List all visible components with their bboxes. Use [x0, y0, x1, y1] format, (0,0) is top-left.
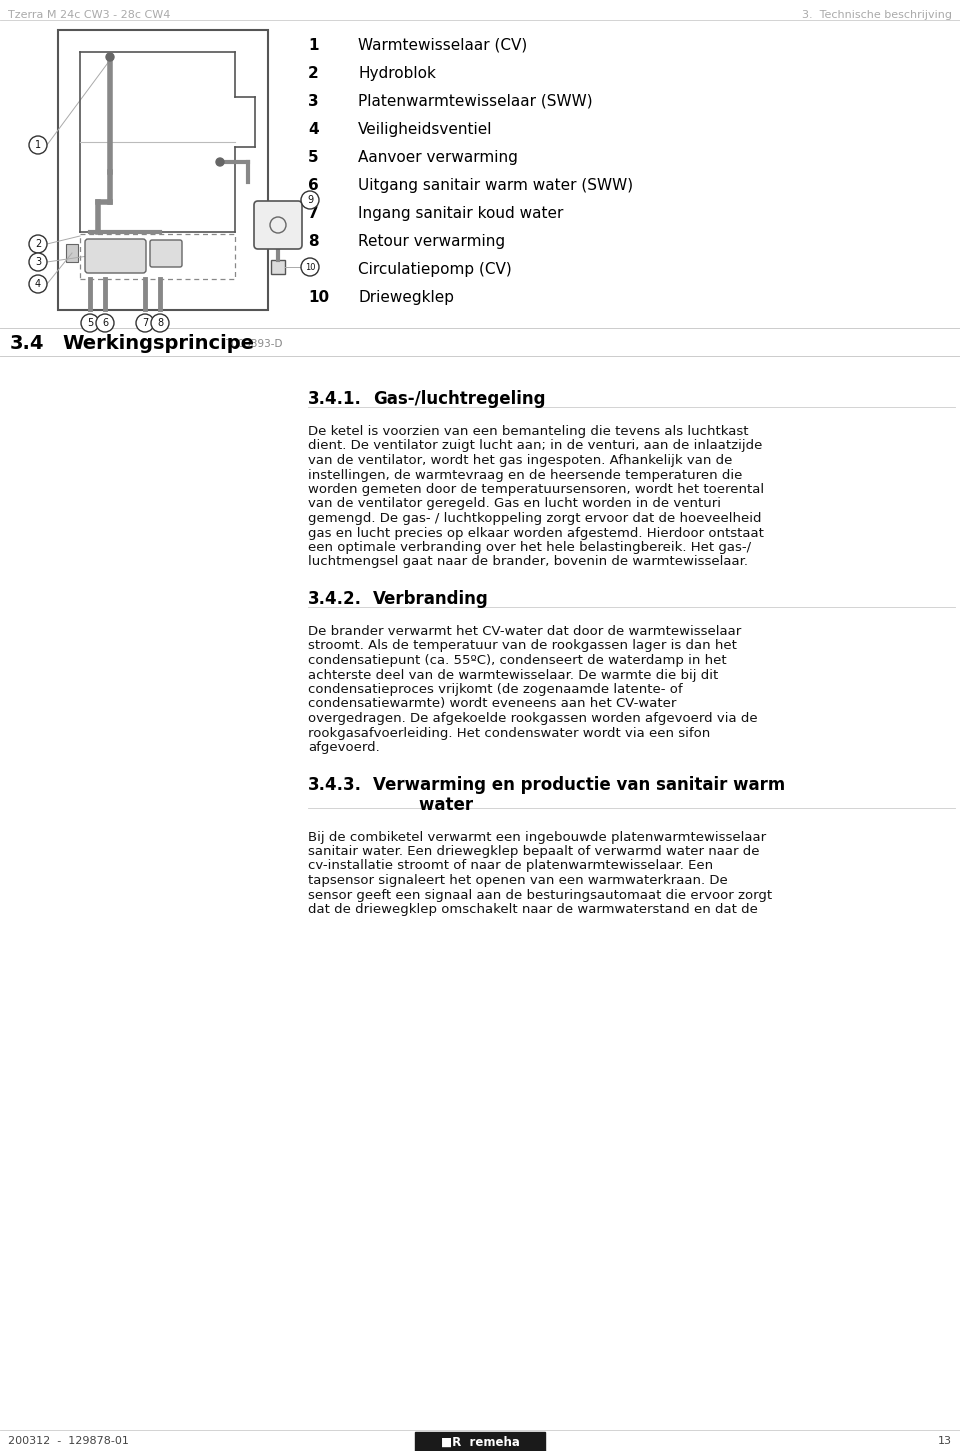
Text: afgevoerd.: afgevoerd.	[308, 741, 380, 755]
Text: Driewegklep: Driewegklep	[358, 290, 454, 305]
Text: Retour verwarming: Retour verwarming	[358, 234, 505, 250]
Text: Warmtewisselaar (CV): Warmtewisselaar (CV)	[358, 38, 527, 54]
Text: Aanvoer verwarming: Aanvoer verwarming	[358, 149, 517, 165]
Text: 13: 13	[938, 1436, 952, 1447]
Text: 8: 8	[308, 234, 319, 250]
Text: 3: 3	[308, 94, 319, 109]
FancyBboxPatch shape	[85, 239, 146, 273]
Text: De ketel is voorzien van een bemanteling die tevens als luchtkast: De ketel is voorzien van een bemanteling…	[308, 425, 749, 438]
Text: 200312  -  129878-01: 200312 - 129878-01	[8, 1436, 129, 1447]
Circle shape	[81, 313, 99, 332]
Text: 6: 6	[308, 178, 319, 193]
Circle shape	[106, 54, 114, 61]
Text: Verbranding: Verbranding	[373, 591, 489, 608]
Text: De brander verwarmt het CV-water dat door de warmtewisselaar: De brander verwarmt het CV-water dat doo…	[308, 625, 741, 638]
Text: sensor geeft een signaal aan de besturingsautomaat die ervoor zorgt: sensor geeft een signaal aan de besturin…	[308, 888, 772, 901]
Text: 3.4: 3.4	[10, 334, 44, 353]
Text: gemengd. De gas- / luchtkoppeling zorgt ervoor dat de hoeveelheid: gemengd. De gas- / luchtkoppeling zorgt …	[308, 512, 761, 525]
Text: 2: 2	[35, 239, 41, 250]
Text: condensatiepunt (ca. 55ºC), condenseert de waterdamp in het: condensatiepunt (ca. 55ºC), condenseert …	[308, 654, 727, 667]
Text: Bij de combiketel verwarmt een ingebouwde platenwarmtewisselaar: Bij de combiketel verwarmt een ingebouwd…	[308, 830, 766, 843]
Text: 10: 10	[304, 263, 315, 271]
Text: 9: 9	[307, 194, 313, 205]
Text: Hydroblok: Hydroblok	[358, 65, 436, 81]
Text: T003393-D: T003393-D	[225, 340, 282, 350]
Text: 7: 7	[308, 206, 319, 221]
Circle shape	[301, 192, 319, 209]
Text: instellingen, de warmtevraag en de heersende temperaturen die: instellingen, de warmtevraag en de heers…	[308, 469, 742, 482]
Text: Circulatiepomp (CV): Circulatiepomp (CV)	[358, 263, 512, 277]
Text: condensatiewarmte) wordt eveneens aan het CV-water: condensatiewarmte) wordt eveneens aan he…	[308, 698, 677, 711]
Text: 5: 5	[308, 149, 319, 165]
Text: Tzerra M 24c CW3 - 28c CW4: Tzerra M 24c CW3 - 28c CW4	[8, 10, 170, 20]
Text: 3: 3	[35, 257, 41, 267]
Text: van de ventilator geregeld. Gas en lucht worden in de venturi: van de ventilator geregeld. Gas en lucht…	[308, 498, 721, 511]
Circle shape	[151, 313, 169, 332]
Text: Werkingsprincipe: Werkingsprincipe	[62, 334, 254, 353]
FancyBboxPatch shape	[150, 239, 182, 267]
Circle shape	[29, 136, 47, 154]
Text: Ingang sanitair koud water: Ingang sanitair koud water	[358, 206, 564, 221]
Text: gas en lucht precies op elkaar worden afgestemd. Hierdoor ontstaat: gas en lucht precies op elkaar worden af…	[308, 527, 764, 540]
Text: een optimale verbranding over het hele belastingbereik. Het gas-/: een optimale verbranding over het hele b…	[308, 541, 751, 554]
Circle shape	[29, 276, 47, 293]
Text: rookgasafvoerleiding. Het condenswater wordt via een sifon: rookgasafvoerleiding. Het condenswater w…	[308, 727, 710, 740]
Text: 1: 1	[35, 139, 41, 149]
Circle shape	[29, 235, 47, 252]
Text: cv-installatie stroomt of naar de platenwarmtewisselaar. Een: cv-installatie stroomt of naar de platen…	[308, 859, 713, 872]
Text: ■R  remeha: ■R remeha	[441, 1435, 519, 1448]
Text: 3.4.3.: 3.4.3.	[308, 775, 362, 794]
Text: Veiligheidsventiel: Veiligheidsventiel	[358, 122, 492, 136]
Circle shape	[301, 258, 319, 276]
Text: 3.4.1.: 3.4.1.	[308, 390, 362, 408]
Text: condensatieproces vrijkomt (de zogenaamde latente- of: condensatieproces vrijkomt (de zogenaamd…	[308, 683, 683, 696]
Bar	[80, 234, 235, 279]
Circle shape	[96, 313, 114, 332]
Bar	[58, 30, 268, 311]
Text: 6: 6	[102, 318, 108, 328]
Text: 3.  Technische beschrijving: 3. Technische beschrijving	[802, 10, 952, 20]
Bar	[271, 260, 285, 274]
Bar	[66, 244, 78, 263]
Text: Gas-/luchtregeling: Gas-/luchtregeling	[373, 390, 545, 408]
Text: 7: 7	[142, 318, 148, 328]
Text: 1: 1	[308, 38, 319, 54]
Text: 10: 10	[308, 290, 329, 305]
Circle shape	[216, 158, 224, 165]
Text: stroomt. Als de temperatuur van de rookgassen lager is dan het: stroomt. Als de temperatuur van de rookg…	[308, 640, 737, 653]
Text: 2: 2	[308, 65, 319, 81]
Text: overgedragen. De afgekoelde rookgassen worden afgevoerd via de: overgedragen. De afgekoelde rookgassen w…	[308, 712, 757, 726]
Text: sanitair water. Een driewegklep bepaalt of verwarmd water naar de: sanitair water. Een driewegklep bepaalt …	[308, 844, 759, 858]
Text: Uitgang sanitair warm water (SWW): Uitgang sanitair warm water (SWW)	[358, 178, 634, 193]
Text: dat de driewegklep omschakelt naar de warmwaterstand en dat de: dat de driewegklep omschakelt naar de wa…	[308, 903, 757, 916]
Text: 5: 5	[86, 318, 93, 328]
Text: tapsensor signaleert het openen van een warmwaterkraan. De: tapsensor signaleert het openen van een …	[308, 874, 728, 887]
Text: Verwarming en productie van sanitair warm
        water: Verwarming en productie van sanitair war…	[373, 775, 785, 814]
Text: achterste deel van de warmtewisselaar. De warmte die bij dit: achterste deel van de warmtewisselaar. D…	[308, 669, 718, 682]
FancyBboxPatch shape	[254, 202, 302, 250]
Text: 4: 4	[308, 122, 319, 136]
Text: van de ventilator, wordt het gas ingespoten. Afhankelijk van de: van de ventilator, wordt het gas ingespo…	[308, 454, 732, 467]
Text: 8: 8	[156, 318, 163, 328]
Text: 3.4.2.: 3.4.2.	[308, 591, 362, 608]
Circle shape	[29, 252, 47, 271]
Circle shape	[136, 313, 154, 332]
Text: worden gemeten door de temperatuursensoren, wordt het toerental: worden gemeten door de temperatuursensor…	[308, 483, 764, 496]
Text: luchtmengsel gaat naar de brander, bovenin de warmtewisselaar.: luchtmengsel gaat naar de brander, boven…	[308, 556, 748, 569]
Text: 9: 9	[308, 263, 319, 277]
Text: Platenwarmtewisselaar (SWW): Platenwarmtewisselaar (SWW)	[358, 94, 592, 109]
Text: dient. De ventilator zuigt lucht aan; in de venturi, aan de inlaatzijde: dient. De ventilator zuigt lucht aan; in…	[308, 440, 762, 453]
Text: 4: 4	[35, 279, 41, 289]
Bar	[415, 1432, 545, 1451]
